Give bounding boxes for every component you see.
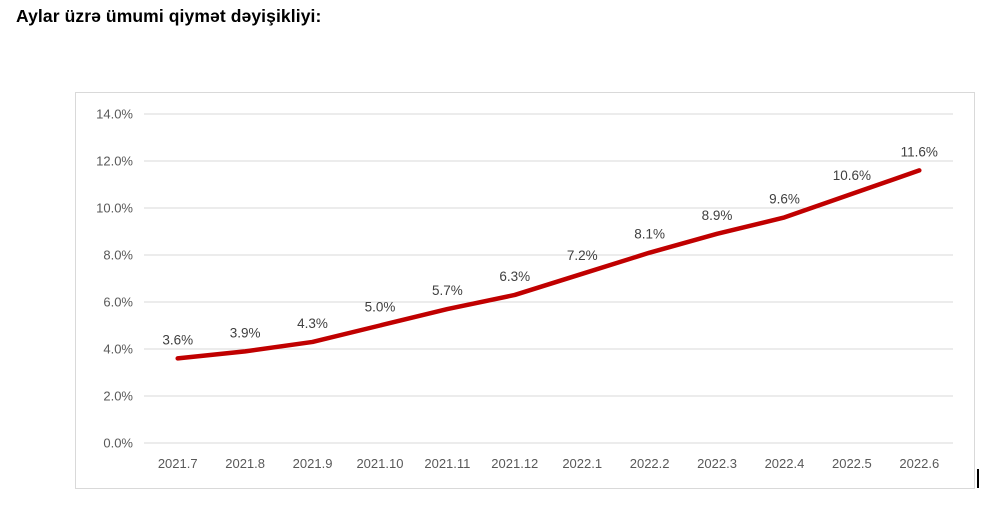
x-axis-tick-label: 2021.9 xyxy=(293,456,333,471)
data-point-label: 7.2% xyxy=(567,248,598,263)
x-axis-tick-label: 2022.4 xyxy=(765,456,805,471)
x-axis-tick-label: 2021.10 xyxy=(356,456,403,471)
data-point-label: 6.3% xyxy=(499,269,530,284)
data-point-label: 4.3% xyxy=(297,316,328,331)
x-axis-tick-label: 2021.12 xyxy=(491,456,538,471)
x-axis-tick-label: 2021.7 xyxy=(158,456,198,471)
y-axis-tick-label: 10.0% xyxy=(96,201,133,216)
y-axis-tick-label: 12.0% xyxy=(96,154,133,169)
data-point-label: 3.9% xyxy=(230,325,261,340)
x-axis-tick-label: 2022.5 xyxy=(832,456,872,471)
text-cursor xyxy=(977,469,979,488)
x-axis-tick-label: 2022.6 xyxy=(899,456,939,471)
data-point-label: 5.0% xyxy=(365,300,396,315)
data-point-label: 8.1% xyxy=(634,227,665,242)
y-axis-tick-label: 14.0% xyxy=(96,107,133,122)
y-axis-tick-label: 8.0% xyxy=(103,248,133,263)
x-axis-tick-label: 2021.8 xyxy=(225,456,265,471)
data-point-label: 8.9% xyxy=(702,208,733,223)
page-title: Aylar üzrə ümumi qiymət dəyişikliyi: xyxy=(16,6,322,26)
data-point-label: 10.6% xyxy=(833,168,871,183)
y-axis-tick-label: 6.0% xyxy=(103,295,133,310)
y-axis-tick-label: 0.0% xyxy=(103,436,133,451)
data-point-label: 5.7% xyxy=(432,283,463,298)
x-axis-tick-label: 2022.2 xyxy=(630,456,670,471)
y-axis-tick-label: 4.0% xyxy=(103,342,133,357)
line-chart: 0.0% 2.0% 4.0% 6.0% 8.0% 10.0% 12.0% 14.0% 2021.… xyxy=(75,92,975,489)
data-point-label: 9.6% xyxy=(769,191,800,206)
x-axis-tick-label: 2022.3 xyxy=(697,456,737,471)
data-line xyxy=(175,168,922,361)
y-axis-tick-label: 2.0% xyxy=(103,389,133,404)
chart-canvas: 0.0% 2.0% 4.0% 6.0% 8.0% 10.0% 12.0% 14.0% 2021.… xyxy=(96,107,953,471)
x-axis-tick-label: 2022.1 xyxy=(562,456,602,471)
data-point-label: 11.6% xyxy=(901,144,938,159)
data-point-label: 3.6% xyxy=(162,332,193,347)
x-axis-tick-label: 2021.11 xyxy=(424,456,470,471)
